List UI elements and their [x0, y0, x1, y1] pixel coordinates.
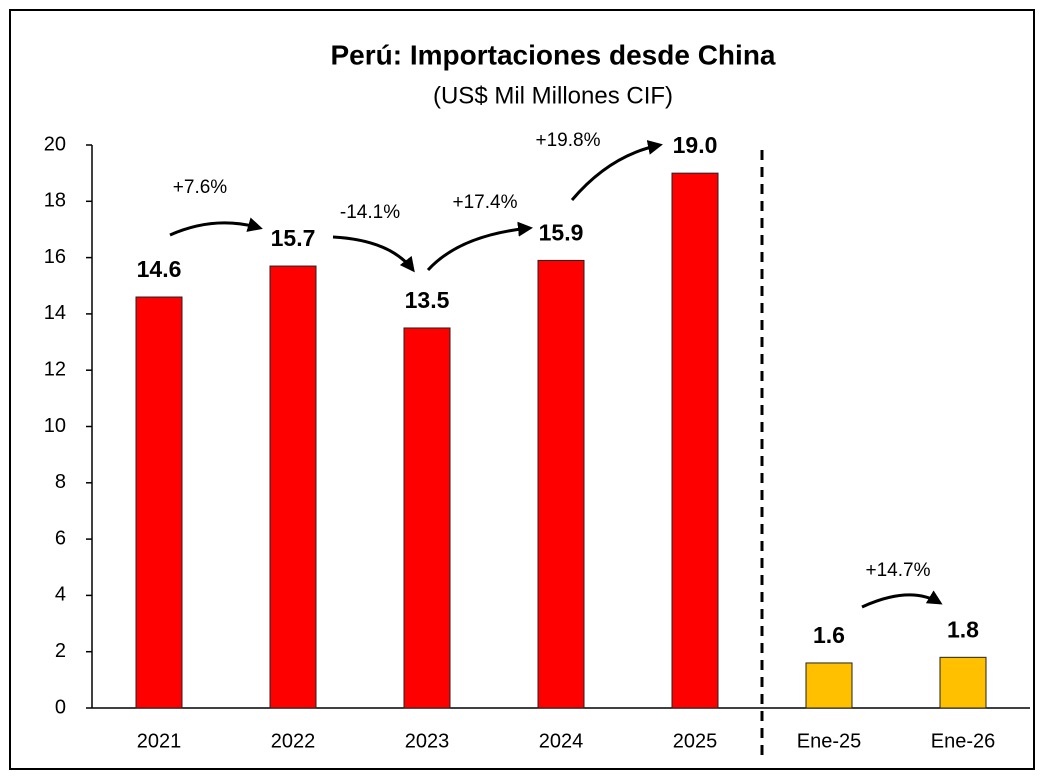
bar: [671, 172, 719, 709]
y-tick-label: 0: [55, 696, 66, 718]
value-label: 15.9: [539, 219, 584, 245]
bar: [939, 656, 987, 709]
y-tick-label: 14: [44, 302, 66, 324]
arrow: [426, 221, 533, 272]
value-label: 1.8: [947, 616, 979, 642]
y-tick-label: 12: [44, 358, 66, 380]
growth-label: +19.8%: [536, 130, 601, 151]
value-label: 1.6: [813, 622, 845, 648]
growth-label: -14.1%: [340, 202, 400, 223]
value-label: 14.6: [137, 256, 182, 282]
y-tick-label: 4: [55, 584, 66, 606]
growth-label: +17.4%: [453, 192, 518, 213]
arrow: [169, 217, 263, 237]
bar: [537, 259, 585, 709]
growth-label: +14.7%: [866, 560, 931, 581]
x-tick-label: 2022: [271, 730, 316, 752]
x-tick-label: 2021: [137, 730, 182, 752]
bar: [805, 662, 853, 709]
arrow: [332, 235, 415, 273]
value-label: 15.7: [271, 225, 316, 251]
y-tick-label: 10: [44, 415, 66, 437]
bar: [269, 265, 317, 709]
y-tick-label: 2: [55, 640, 66, 662]
y-tick-label: 18: [44, 190, 66, 212]
chart-title: Perú: Importaciones desde China: [331, 39, 776, 70]
chart-subtitle: (US$ Mil Millones CIF): [433, 82, 673, 109]
y-tick-label: 20: [44, 133, 66, 155]
value-label: 13.5: [405, 287, 450, 313]
y-tick-label: 8: [55, 471, 66, 493]
x-tick-label: 2023: [405, 730, 450, 752]
growth-label: +7.6%: [173, 177, 228, 198]
value-label: 19.0: [673, 132, 718, 158]
bar: [403, 327, 451, 709]
x-tick-label: 2024: [539, 730, 584, 752]
x-tick-label: Ene-26: [931, 730, 996, 752]
x-tick-label: 2025: [673, 730, 718, 752]
x-tick-label: Ene-25: [797, 730, 862, 752]
y-tick-label: 6: [55, 527, 66, 549]
y-tick-label: 16: [44, 246, 66, 268]
arrow: [861, 590, 943, 609]
arrow: [570, 140, 663, 201]
bar: [135, 296, 183, 709]
